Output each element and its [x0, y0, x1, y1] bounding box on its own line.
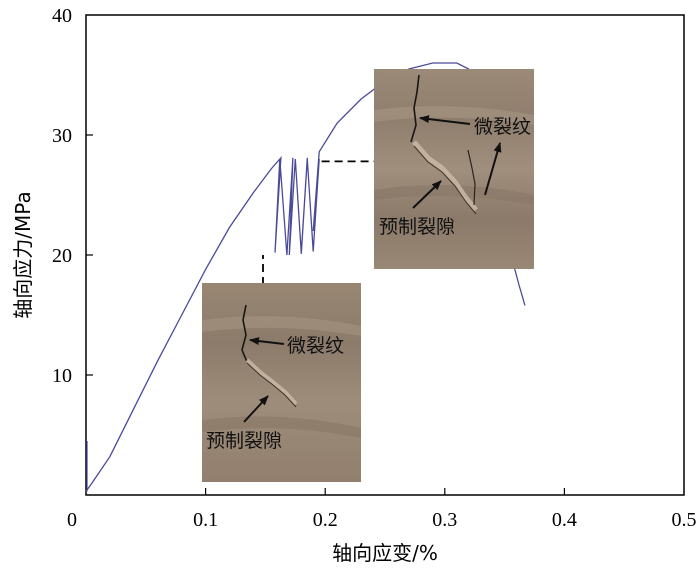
- specimen-photo-lower-band: [202, 316, 361, 336]
- lower-micro-crack-label: 微裂纹: [287, 335, 344, 357]
- lower-pre-crack-label: 预制裂隙: [206, 430, 282, 452]
- y-axis-ticks: 10 20 30 40: [52, 5, 93, 387]
- y-tick-label: 30: [52, 125, 72, 147]
- lower-pre-crack-edge: [246, 362, 297, 408]
- specimen-photo-lower-bg: [202, 283, 361, 482]
- lower-pre-crack-arrow: [243, 395, 269, 423]
- y-tick-label: 10: [52, 365, 72, 387]
- y-tick-label: 20: [52, 245, 72, 267]
- upper-pre-crack-label: 预制裂隙: [379, 216, 455, 238]
- x-tick-label: 0.1: [193, 509, 218, 531]
- specimen-photo-upper: 微裂纹 预制裂隙: [374, 69, 534, 269]
- lower-pre-crack-band: [245, 358, 298, 406]
- upper-pre-crack-arrow-left: [412, 180, 442, 209]
- upper-pre-crack-edge: [413, 145, 477, 215]
- specimen-photo-lower-band-2: [202, 416, 361, 438]
- y-tick-label: 40: [52, 5, 72, 27]
- specimen-photo-upper-bg: [374, 69, 534, 269]
- x-axis-ticks: 0 0.1 0.2 0.3 0.4 0.5: [67, 488, 697, 531]
- upper-pre-crack-arrow-right: [484, 142, 502, 196]
- x-tick-label: 0: [67, 509, 77, 531]
- specimen-photo-lower: 微裂纹 预制裂隙: [202, 283, 361, 482]
- x-tick-label: 0.2: [313, 509, 338, 531]
- lower-micro-crack-arrow: [249, 337, 285, 346]
- upper-micro-crack-label: 微裂纹: [474, 116, 531, 138]
- x-axis-title: 轴向应变/%: [332, 541, 438, 565]
- upper-micro-crack-line: [410, 74, 420, 143]
- upper-right-crack: [467, 149, 476, 206]
- lower-micro-crack-line: [241, 304, 248, 363]
- specimen-photo-upper-band-2: [374, 185, 534, 205]
- x-tick-label: 0.3: [432, 509, 457, 531]
- x-tick-label: 0.5: [672, 509, 697, 531]
- x-tick-label: 0.4: [552, 509, 577, 531]
- y-axis-title: 轴向应力/MPa: [11, 191, 35, 318]
- upper-pre-crack-band: [412, 140, 478, 212]
- upper-micro-crack-arrow: [419, 115, 471, 125]
